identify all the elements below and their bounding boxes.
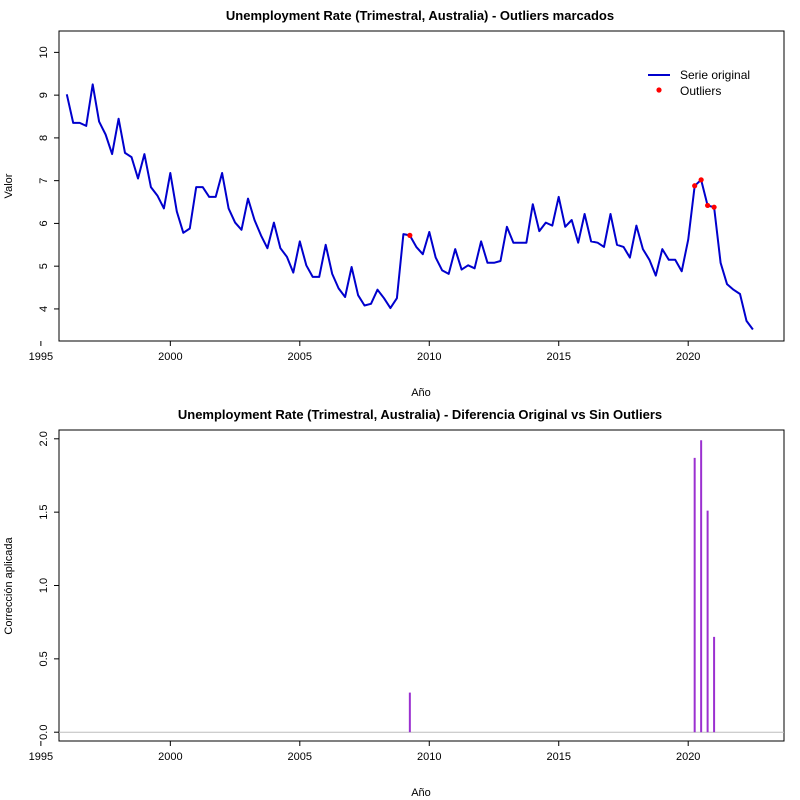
top-x-axis-label: Año [411,387,431,399]
top-x-tick-label: 2020 [676,351,700,363]
top-y-tick-label: 10 [38,46,50,58]
top-y-tick-label: 8 [38,135,50,141]
bottom-y-tick-label: 1.0 [38,578,50,593]
outlier-points [407,177,717,238]
top-y-axis-label: Valor [3,173,15,198]
outlier-point [698,177,704,183]
top-y-tick-label: 4 [38,306,50,312]
legend: Serie original Outliers [648,68,750,98]
bottom-y-tick-label: 1.5 [38,505,50,520]
bottom-plot-frame [58,429,785,742]
outlier-point [711,204,717,210]
bottom-x-tick-label: 2005 [288,751,312,763]
top-x-tick-label: 2005 [288,351,312,363]
legend-entry-serie-original: Serie original [680,68,750,82]
bottom-y-tick-label: 0.5 [38,651,50,666]
bottom-y-axis-label: Corrección aplicada [3,537,15,635]
bottom-y-tick-label: 0.0 [38,725,50,740]
bottom-x-tick-label: 2020 [676,751,700,763]
top-panel: Unemployment Rate (Trimestral, Australia… [3,8,785,399]
correction-bars [408,440,716,733]
bottom-x-tick-label: 2010 [417,751,441,763]
top-x-tick-label: 1995 [29,351,53,363]
top-plot-frame [58,30,785,342]
top-x-tick-label: 2015 [546,351,570,363]
top-chart-title: Unemployment Rate (Trimestral, Australia… [226,8,614,23]
top-y-tick-label: 7 [38,178,50,184]
outlier-point [692,183,698,189]
bottom-x-tick-label: 1995 [29,751,53,763]
bottom-y-tick-label: 2.0 [38,431,50,446]
top-y-axis: 4 5 6 7 8 9 10 [38,46,59,312]
top-y-tick-label: 9 [38,92,50,98]
series-line-serie-original [65,83,754,331]
bottom-chart-title: Unemployment Rate (Trimestral, Australia… [178,407,662,422]
legend-entry-outliers: Outliers [680,84,721,98]
top-y-tick-label: 5 [38,263,50,269]
bottom-x-tick-label: 2015 [546,751,570,763]
bottom-y-axis: 0.0 0.5 1.0 1.5 2.0 [38,431,59,740]
top-y-tick-label: 6 [38,220,50,226]
outlier-point [407,232,413,238]
bottom-panel: Unemployment Rate (Trimestral, Australia… [3,407,785,799]
bottom-x-axis: 1995 2000 2005 2010 2015 2020 [29,741,700,763]
top-x-tick-label: 2000 [158,351,182,363]
outlier-point [705,202,711,209]
bottom-x-tick-label: 2000 [158,751,182,763]
top-x-axis: 1995 2000 2005 2010 2015 2020 [29,341,700,363]
top-x-tick-label: 2010 [417,351,441,363]
bottom-x-axis-label: Año [411,787,431,799]
legend-dot-swatch [656,87,662,93]
